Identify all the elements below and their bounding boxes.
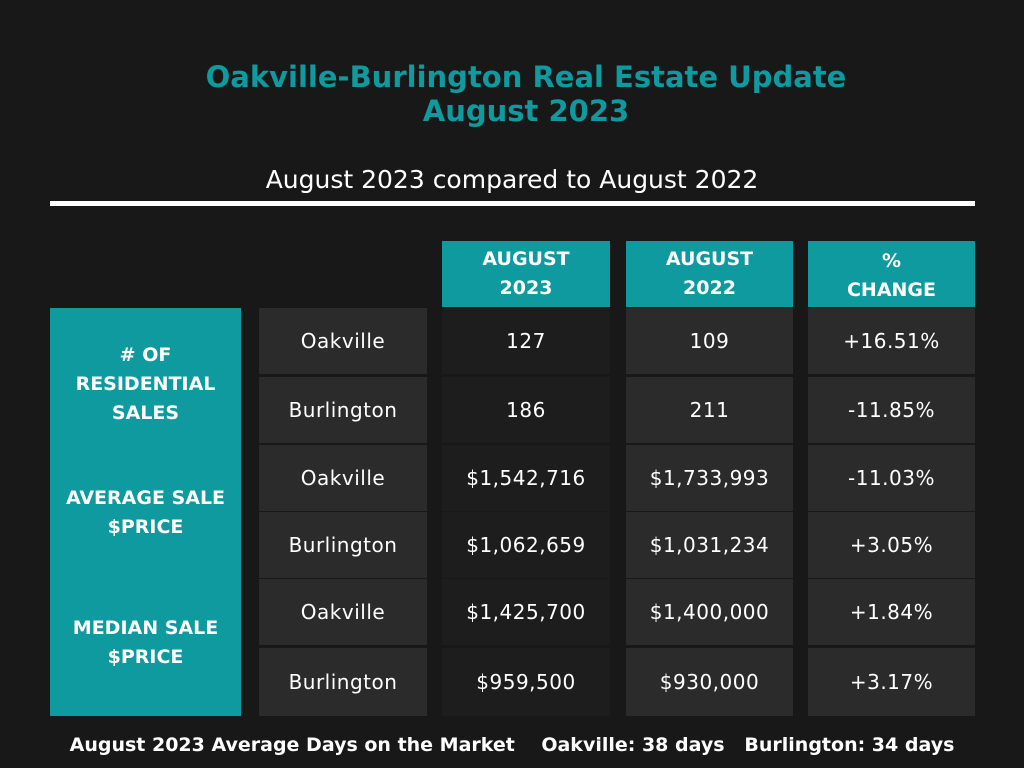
percent-change-cell: +16.51% (808, 308, 975, 374)
category-average-line-1: AVERAGE SALE (65, 487, 226, 509)
category-sales-line-1: # OF (119, 344, 172, 366)
header-august-2022-line-1: AUGUST (665, 248, 754, 270)
percent-change-cell: +1.84% (808, 579, 975, 645)
header-august-2023-line-2: 2023 (499, 277, 553, 299)
city-cell: Burlington (259, 512, 427, 578)
percent-change-cell: -11.03% (808, 445, 975, 511)
subtitle: August 2023 compared to August 2022 (265, 165, 759, 194)
category-median-line-2: $PRICE (107, 646, 184, 668)
category-average-line-2: $PRICE (107, 516, 184, 538)
august-2023-cell: 127 (442, 308, 610, 374)
category-residential-sales: # OF RESIDENTIAL SALES (50, 341, 241, 428)
august-2022-cell: $1,733,993 (626, 445, 793, 511)
august-2023-column: 127 186 $1,542,716 $1,062,659 $1,425,700… (442, 308, 610, 716)
category-median-sale-price: MEDIAN SALE $PRICE (50, 614, 241, 672)
august-2023-cell: $1,062,659 (442, 512, 610, 578)
august-2023-cell: $959,500 (442, 648, 610, 716)
title-line-2: August 2023 (422, 94, 630, 128)
city-cell: Oakville (259, 308, 427, 374)
header-percent-change: % CHANGE (808, 241, 975, 307)
percent-change-cell: +3.17% (808, 648, 975, 716)
title-line-1: Oakville-Burlington Real Estate Update (205, 60, 847, 94)
header-august-2022-line-2: 2022 (683, 277, 736, 299)
divider (50, 201, 975, 206)
city-cell: Oakville (259, 445, 427, 511)
page-title: Oakville-Burlington Real Estate Update A… (0, 60, 1024, 128)
city-column: Oakville Burlington Oakville Burlington … (259, 308, 427, 716)
category-panel: # OF RESIDENTIAL SALES AVERAGE SALE $PRI… (50, 308, 241, 716)
percent-change-column: +16.51% -11.85% -11.03% +3.05% +1.84% +3… (808, 308, 975, 716)
august-2022-column: 109 211 $1,733,993 $1,031,234 $1,400,000… (626, 308, 793, 716)
august-2022-cell: $930,000 (626, 648, 793, 716)
august-2022-cell: 109 (626, 308, 793, 374)
city-cell: Burlington (259, 648, 427, 716)
header-percent-change-line-2: CHANGE (846, 279, 937, 301)
category-median-line-1: MEDIAN SALE (72, 617, 219, 639)
august-2023-cell: 186 (442, 377, 610, 443)
august-2023-cell: $1,425,700 (442, 579, 610, 645)
august-2022-cell: $1,031,234 (626, 512, 793, 578)
city-cell: Oakville (259, 579, 427, 645)
august-2023-cell: $1,542,716 (442, 445, 610, 511)
city-cell: Burlington (259, 377, 427, 443)
category-sales-line-3: SALES (111, 402, 180, 424)
header-august-2023: AUGUST 2023 (442, 241, 610, 307)
category-sales-line-2: RESIDENTIAL (75, 373, 216, 395)
august-2022-cell: 211 (626, 377, 793, 443)
days-on-market-footer: August 2023 Average Days on the Market O… (69, 734, 955, 756)
percent-change-cell: -11.85% (808, 377, 975, 443)
august-2022-cell: $1,400,000 (626, 579, 793, 645)
percent-change-cell: +3.05% (808, 512, 975, 578)
header-august-2023-line-1: AUGUST (482, 248, 570, 270)
header-percent-change-line-1: % (881, 250, 902, 272)
category-average-sale-price: AVERAGE SALE $PRICE (50, 484, 241, 542)
header-august-2022: AUGUST 2022 (626, 241, 793, 307)
